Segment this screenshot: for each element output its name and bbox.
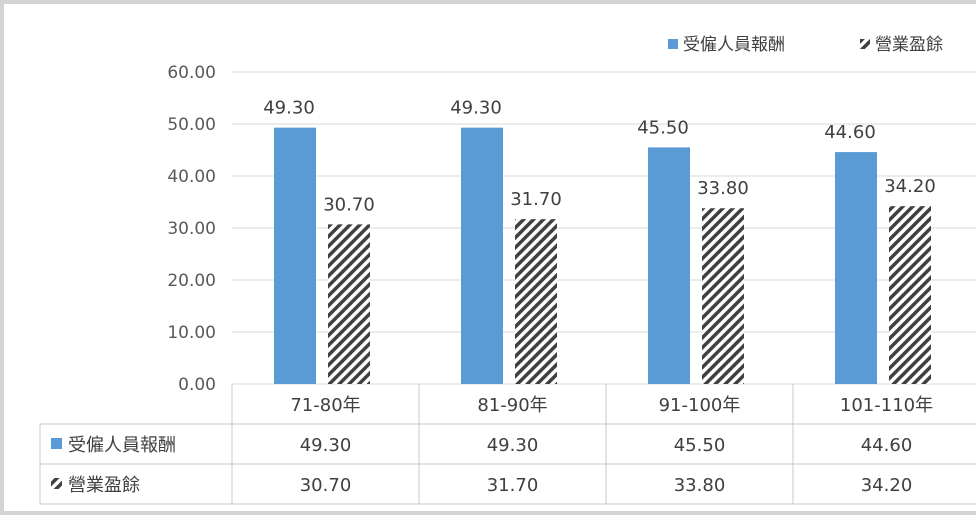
row-key [51, 438, 62, 449]
y-tick-label: 20.00 [167, 271, 216, 291]
legend-key [860, 39, 870, 49]
table-cell: 33.80 [674, 475, 726, 496]
table-cell: 49.30 [487, 435, 539, 456]
data-label: 31.70 [510, 189, 562, 210]
data-label: 49.30 [450, 98, 502, 119]
y-tick-label: 10.00 [167, 323, 216, 343]
data-label: 30.70 [323, 194, 375, 215]
table-cell: 44.60 [861, 435, 913, 456]
legend-key [668, 39, 678, 49]
data-label: 45.50 [637, 117, 689, 138]
bar-employee-compensation [648, 147, 690, 384]
bar-operating-surplus [515, 219, 557, 384]
bar-operating-surplus [328, 224, 370, 384]
table-cell: 31.70 [487, 475, 539, 496]
row-label: 受僱人員報酬 [68, 435, 176, 456]
y-tick-label: 60.00 [167, 63, 216, 83]
y-tick-label: 30.00 [167, 219, 216, 239]
table-cell: 49.30 [300, 435, 352, 456]
data-label: 49.30 [263, 98, 315, 119]
bar-operating-surplus [889, 206, 931, 384]
category-label: 101-110年 [840, 395, 933, 416]
row-label: 營業盈餘 [68, 475, 140, 496]
legend-label: 營業盈餘 [875, 35, 943, 55]
bar-operating-surplus [702, 208, 744, 384]
category-label: 81-90年 [477, 395, 547, 416]
legend-label: 受僱人員報酬 [683, 35, 785, 55]
data-label: 34.20 [884, 176, 936, 197]
y-tick-label: 0.00 [178, 375, 216, 395]
table-cell: 34.20 [861, 475, 913, 496]
y-tick-label: 40.00 [167, 167, 216, 187]
row-key [51, 478, 62, 489]
y-tick-label: 50.00 [167, 115, 216, 135]
table-cell: 45.50 [674, 435, 726, 456]
bar-employee-compensation [835, 152, 877, 384]
chart-svg: 0.00 10.00 20.00 30.00 40.00 50.00 60.00 49.30… [4, 4, 976, 515]
bar-employee-compensation [461, 128, 503, 384]
data-label: 33.80 [697, 178, 749, 199]
category-label: 91-100年 [659, 395, 741, 416]
data-label: 44.60 [824, 122, 876, 143]
table-cell: 30.70 [300, 475, 352, 496]
category-label: 71-80年 [290, 395, 360, 416]
bar-employee-compensation [274, 128, 316, 384]
